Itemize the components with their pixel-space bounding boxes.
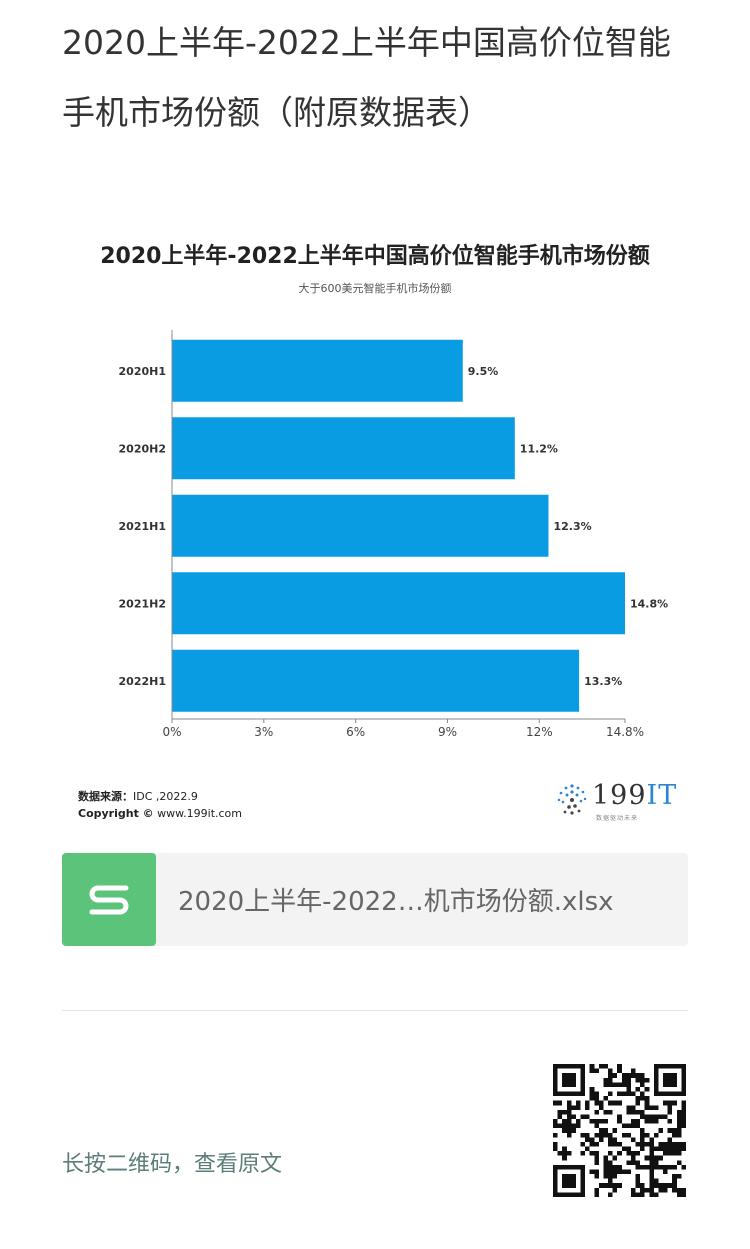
logo-tagline: 数据驱动未来 xyxy=(596,815,639,822)
bar-2021h1 xyxy=(172,494,549,557)
data-label: 11.2% xyxy=(520,442,558,455)
category-label: 2020H1 xyxy=(119,365,166,378)
chart-subtitle: 大于600美元智能手机市场份额 xyxy=(298,282,452,295)
bar-2022h1 xyxy=(172,649,580,712)
data-label: 12.3% xyxy=(553,520,591,533)
logo-dots-icon xyxy=(557,784,587,815)
bar-2021h2 xyxy=(172,572,625,635)
category-label: 2022H1 xyxy=(119,675,166,688)
bar-chart: 2020H1 9.5% 2020H2 11.2% 2021H1 12.3% 2021H2 14… xyxy=(119,330,668,739)
bar-2020h2 xyxy=(172,417,515,480)
article-title: 2020上半年-2022上半年中国高价位智能手机市场份额（附原数据表） xyxy=(62,23,671,132)
chart-copyright: Copyright © www.199it.com xyxy=(78,807,242,820)
chart-title: 2020上半年-2022上半年中国高价位智能手机市场份额 xyxy=(100,244,650,269)
x-tick-label: 14.8% xyxy=(606,725,644,739)
x-tick-label: 3% xyxy=(254,725,273,739)
chart-source: 数据来源：IDC ,2022.9 xyxy=(78,788,198,804)
view-original-hint: 长按二维码，查看原文 xyxy=(62,1152,283,1177)
x-tick-label: 9% xyxy=(438,725,457,739)
x-tick-label: 12% xyxy=(526,725,553,739)
attachment-file-name[interactable]: 2020上半年-2022…机市场份额.xlsx xyxy=(178,887,614,917)
bar-2020h1 xyxy=(172,339,463,402)
attachment-card[interactable]: 2020上半年-2022…机市场份额.xlsx xyxy=(62,853,688,946)
data-label: 9.5% xyxy=(468,365,499,378)
category-label: 2021H2 xyxy=(119,597,166,610)
x-tick-label: 6% xyxy=(346,725,365,739)
copyright-label: Copyright © xyxy=(78,807,154,820)
qr-code-icon[interactable] xyxy=(553,1064,686,1197)
divider xyxy=(62,1010,688,1011)
logo-199it: 199IT 数据驱动未来 xyxy=(552,780,682,826)
data-label: 14.8% xyxy=(630,597,668,610)
spreadsheet-s-icon xyxy=(62,853,156,946)
category-label: 2021H1 xyxy=(119,520,166,533)
source-label: 数据来源： xyxy=(78,790,133,803)
source-value: IDC ,2022.9 xyxy=(133,790,198,803)
x-tick-label: 0% xyxy=(162,725,181,739)
chart-image: 2020上半年-2022上半年中国高价位智能手机市场份额 大于600美元智能手机… xyxy=(62,222,688,834)
logo-wordmark: 199IT xyxy=(592,780,678,811)
category-label: 2020H2 xyxy=(119,442,166,455)
copyright-value: www.199it.com xyxy=(157,807,243,820)
data-label: 13.3% xyxy=(584,675,622,688)
